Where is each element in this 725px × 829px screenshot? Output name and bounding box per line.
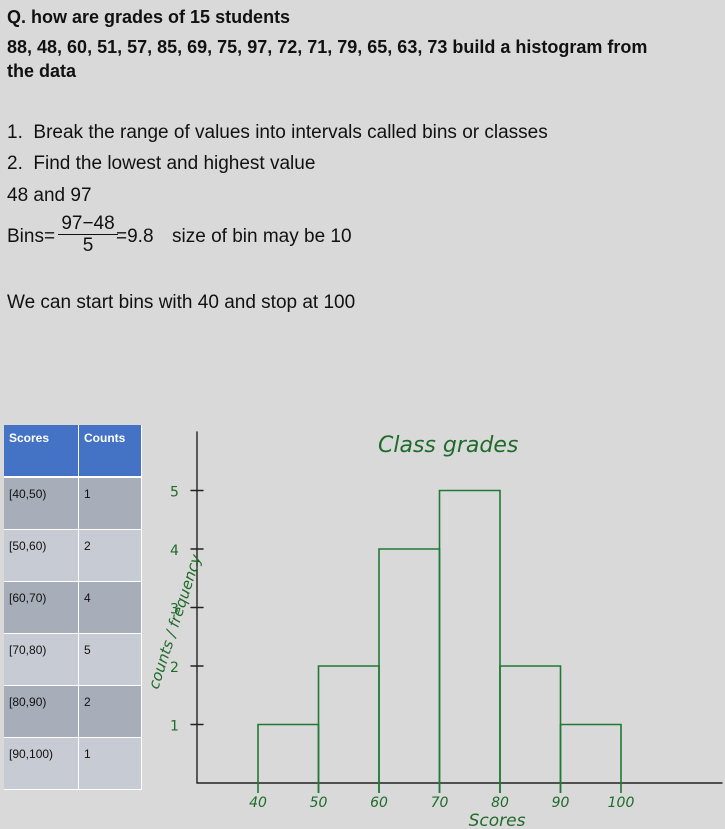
step-2: 2. Find the lowest and highest value: [7, 153, 316, 174]
x-tick-label: 70: [431, 795, 449, 811]
fraction-numerator: 97−48: [58, 213, 118, 235]
question-data: 88, 48, 60, 51, 57, 85, 69, 75, 97, 72, …: [7, 37, 648, 57]
histogram-bar: [559, 723, 622, 793]
histogram-bar: [499, 665, 562, 793]
cell-scores: [60,70): [4, 581, 79, 634]
x-tick-label: 80: [491, 795, 509, 811]
histogram-bar: [438, 489, 501, 793]
question-data-cont: the data: [7, 61, 77, 81]
table-row: [60,70) 4: [4, 581, 142, 634]
bins-result: =9.8: [116, 226, 154, 247]
table-row: [90,100) 1: [4, 737, 142, 790]
cell-counts: 1: [78, 477, 142, 530]
bins-fraction: 97−48 5: [58, 213, 118, 256]
y-tick-label: 2: [170, 660, 179, 676]
y-tick-label: 1: [170, 719, 179, 735]
table-row: [70,80) 5: [4, 633, 142, 686]
y-tick-label: 3: [170, 602, 179, 618]
chart-title: Class grades: [378, 433, 518, 458]
x-tick-label: 40: [249, 795, 267, 811]
cell-scores: [50,60): [4, 529, 79, 582]
fraction-denominator: 5: [82, 235, 94, 256]
start-note: We can start bins with 40 and stop at 10…: [7, 292, 356, 313]
y-tick-label: 5: [170, 485, 179, 501]
x-tick-label: 90: [552, 795, 570, 811]
cell-counts: 1: [78, 737, 142, 790]
bins-label: Bins=: [7, 226, 56, 247]
histogram-bar: [378, 548, 441, 793]
cell-scores: [70,80): [4, 633, 79, 686]
question-title: Q. how are grades of 15 students: [7, 7, 291, 27]
histogram-bar: [317, 665, 380, 793]
cell-scores: [90,100): [4, 737, 79, 790]
y-tick-label: 4: [170, 543, 179, 559]
cell-counts: 5: [78, 633, 142, 686]
x-tick-label: 100: [608, 795, 635, 811]
table-row: [50,60) 2: [4, 529, 142, 582]
cell-counts: 2: [78, 685, 142, 738]
cell-scores: [40,50): [4, 477, 79, 530]
x-tick-label: 60: [370, 795, 388, 811]
cell-scores: [80,90): [4, 685, 79, 738]
bin-size-note: size of bin may be 10: [172, 226, 352, 247]
min-max-values: 48 and 97: [7, 185, 92, 206]
step-1: 1. Break the range of values into interv…: [7, 122, 548, 143]
table-row: [80,90) 2: [4, 685, 142, 738]
frequency-table: Scores Counts [40,50) 1 [50,60) 2 [60,70…: [4, 425, 142, 790]
x-tick-label: 50: [310, 795, 328, 811]
cell-counts: 2: [78, 529, 142, 582]
header-scores: Scores: [4, 425, 79, 478]
table-row: [40,50) 1: [4, 477, 142, 530]
x-axis-label: Scores: [469, 811, 526, 829]
cell-counts: 4: [78, 581, 142, 634]
header-counts: Counts: [78, 425, 142, 478]
